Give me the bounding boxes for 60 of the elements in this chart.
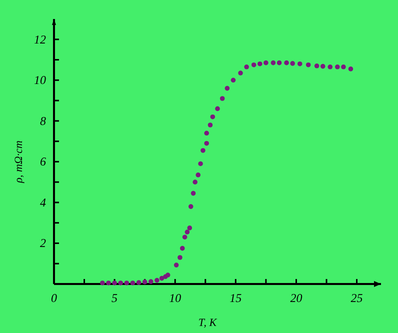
x-tick-label: 15 bbox=[230, 291, 242, 305]
point bbox=[200, 148, 206, 153]
point bbox=[270, 60, 276, 66]
y-tick-label: 2 bbox=[40, 236, 46, 250]
point bbox=[335, 64, 340, 70]
point bbox=[251, 62, 256, 68]
y-tick-label: 4 bbox=[40, 195, 46, 210]
point bbox=[341, 64, 346, 70]
point bbox=[106, 280, 111, 286]
x-tick-label: 0 bbox=[51, 291, 57, 305]
point bbox=[320, 64, 326, 69]
point bbox=[290, 61, 295, 66]
point bbox=[136, 280, 142, 285]
y-axis-title: ρ, mΩ·cm bbox=[13, 140, 25, 184]
point bbox=[284, 60, 289, 66]
point bbox=[210, 114, 216, 120]
point bbox=[204, 140, 209, 146]
point bbox=[208, 122, 213, 128]
x-tick-label: 5 bbox=[112, 291, 118, 305]
point bbox=[100, 280, 105, 286]
point bbox=[257, 61, 262, 66]
point bbox=[244, 64, 249, 70]
point bbox=[178, 255, 182, 260]
point bbox=[188, 204, 194, 209]
point bbox=[165, 272, 170, 278]
point bbox=[124, 280, 130, 286]
point bbox=[230, 78, 236, 83]
point bbox=[196, 172, 201, 178]
point bbox=[118, 280, 124, 286]
point bbox=[297, 61, 302, 66]
point bbox=[180, 246, 185, 251]
x-axis-title: T, K bbox=[198, 317, 218, 329]
point bbox=[224, 86, 230, 91]
x-tick-label: 20 bbox=[290, 291, 302, 305]
y-tick-label: 8 bbox=[40, 114, 46, 128]
x-tick-label: 10 bbox=[169, 291, 182, 305]
point bbox=[215, 106, 220, 112]
point bbox=[182, 234, 188, 240]
point bbox=[198, 161, 203, 166]
y-tick-label: 6 bbox=[40, 154, 46, 169]
y-tick-label: 12 bbox=[34, 32, 46, 46]
point bbox=[306, 62, 311, 68]
point bbox=[192, 180, 198, 184]
point bbox=[187, 226, 192, 230]
y-tick-label: 10 bbox=[34, 73, 46, 88]
point bbox=[276, 60, 282, 66]
point bbox=[220, 96, 225, 101]
point bbox=[204, 130, 209, 136]
point bbox=[264, 60, 268, 66]
point bbox=[348, 66, 354, 72]
point bbox=[328, 64, 333, 70]
point bbox=[190, 190, 196, 196]
point bbox=[130, 280, 136, 286]
point bbox=[314, 63, 320, 68]
x-tick-label: 25 bbox=[350, 291, 363, 305]
point bbox=[238, 70, 243, 76]
point bbox=[184, 230, 190, 234]
point bbox=[174, 262, 179, 268]
point bbox=[148, 279, 154, 284]
point bbox=[154, 278, 160, 283]
